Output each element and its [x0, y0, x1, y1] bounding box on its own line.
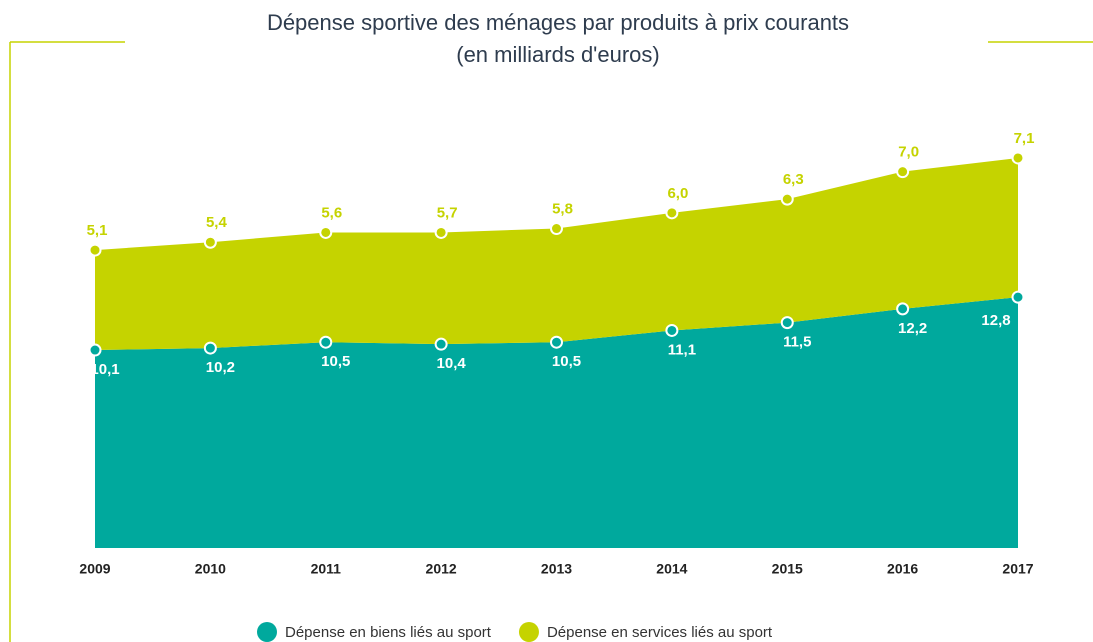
- area: [95, 297, 1018, 548]
- data-label: 5,7: [437, 204, 458, 221]
- point: [88, 343, 102, 357]
- point: [665, 323, 679, 337]
- data-label: 10,4: [437, 355, 467, 372]
- x-tick-label: 2012: [426, 561, 457, 577]
- point: [896, 302, 910, 316]
- x-tick-label: 2014: [656, 561, 687, 577]
- x-tick-label: 2013: [541, 561, 572, 577]
- x-tick-label: 2017: [1002, 561, 1033, 577]
- point: [319, 335, 333, 349]
- point: [550, 335, 563, 349]
- x-tick-label: 2015: [772, 561, 803, 577]
- legend-label: Dépense en biens liés au sport: [285, 624, 492, 641]
- data-label: 5,4: [206, 214, 228, 231]
- x-tick-label: 2009: [79, 561, 110, 577]
- point: [1011, 151, 1025, 165]
- x-tick-label: 2010: [195, 561, 226, 577]
- point: [434, 225, 448, 239]
- data-label: 12,8: [981, 312, 1010, 329]
- data-label: 12,2: [898, 320, 927, 337]
- data-label: 7,0: [898, 144, 919, 161]
- data-label: 10,5: [321, 353, 350, 370]
- point: [896, 165, 910, 179]
- point: [780, 316, 794, 330]
- data-label: 10,1: [90, 361, 119, 378]
- legend-swatch: [257, 622, 277, 642]
- chart-subtitle: (en milliards d'euros): [456, 42, 660, 67]
- point: [203, 235, 217, 249]
- point: [1011, 290, 1025, 304]
- point: [319, 225, 333, 239]
- x-tick-label: 2011: [311, 561, 342, 577]
- data-label: 10,5: [552, 353, 581, 370]
- point: [203, 341, 217, 355]
- data-label: 11,1: [668, 341, 696, 358]
- area: [95, 157, 1018, 351]
- chart-title: Dépense sportive des ménages par produit…: [267, 10, 849, 35]
- data-label: 5,1: [87, 222, 108, 239]
- data-label: 5,6: [321, 204, 342, 221]
- data-label: 11,5: [783, 334, 811, 351]
- data-label: 5,8: [552, 200, 573, 217]
- point: [434, 337, 448, 351]
- data-label: 7,1: [1014, 130, 1035, 147]
- point: [780, 192, 794, 206]
- point: [550, 222, 563, 236]
- legend-swatch: [518, 622, 539, 642]
- point: [665, 206, 679, 220]
- legend-label: Dépense en services liés au sport: [547, 624, 773, 641]
- data-label: 10,2: [206, 359, 235, 376]
- data-label: 6,3: [783, 171, 804, 188]
- point: [88, 243, 102, 257]
- x-tick-label: 2016: [887, 561, 918, 577]
- data-label: 6,0: [667, 185, 688, 202]
